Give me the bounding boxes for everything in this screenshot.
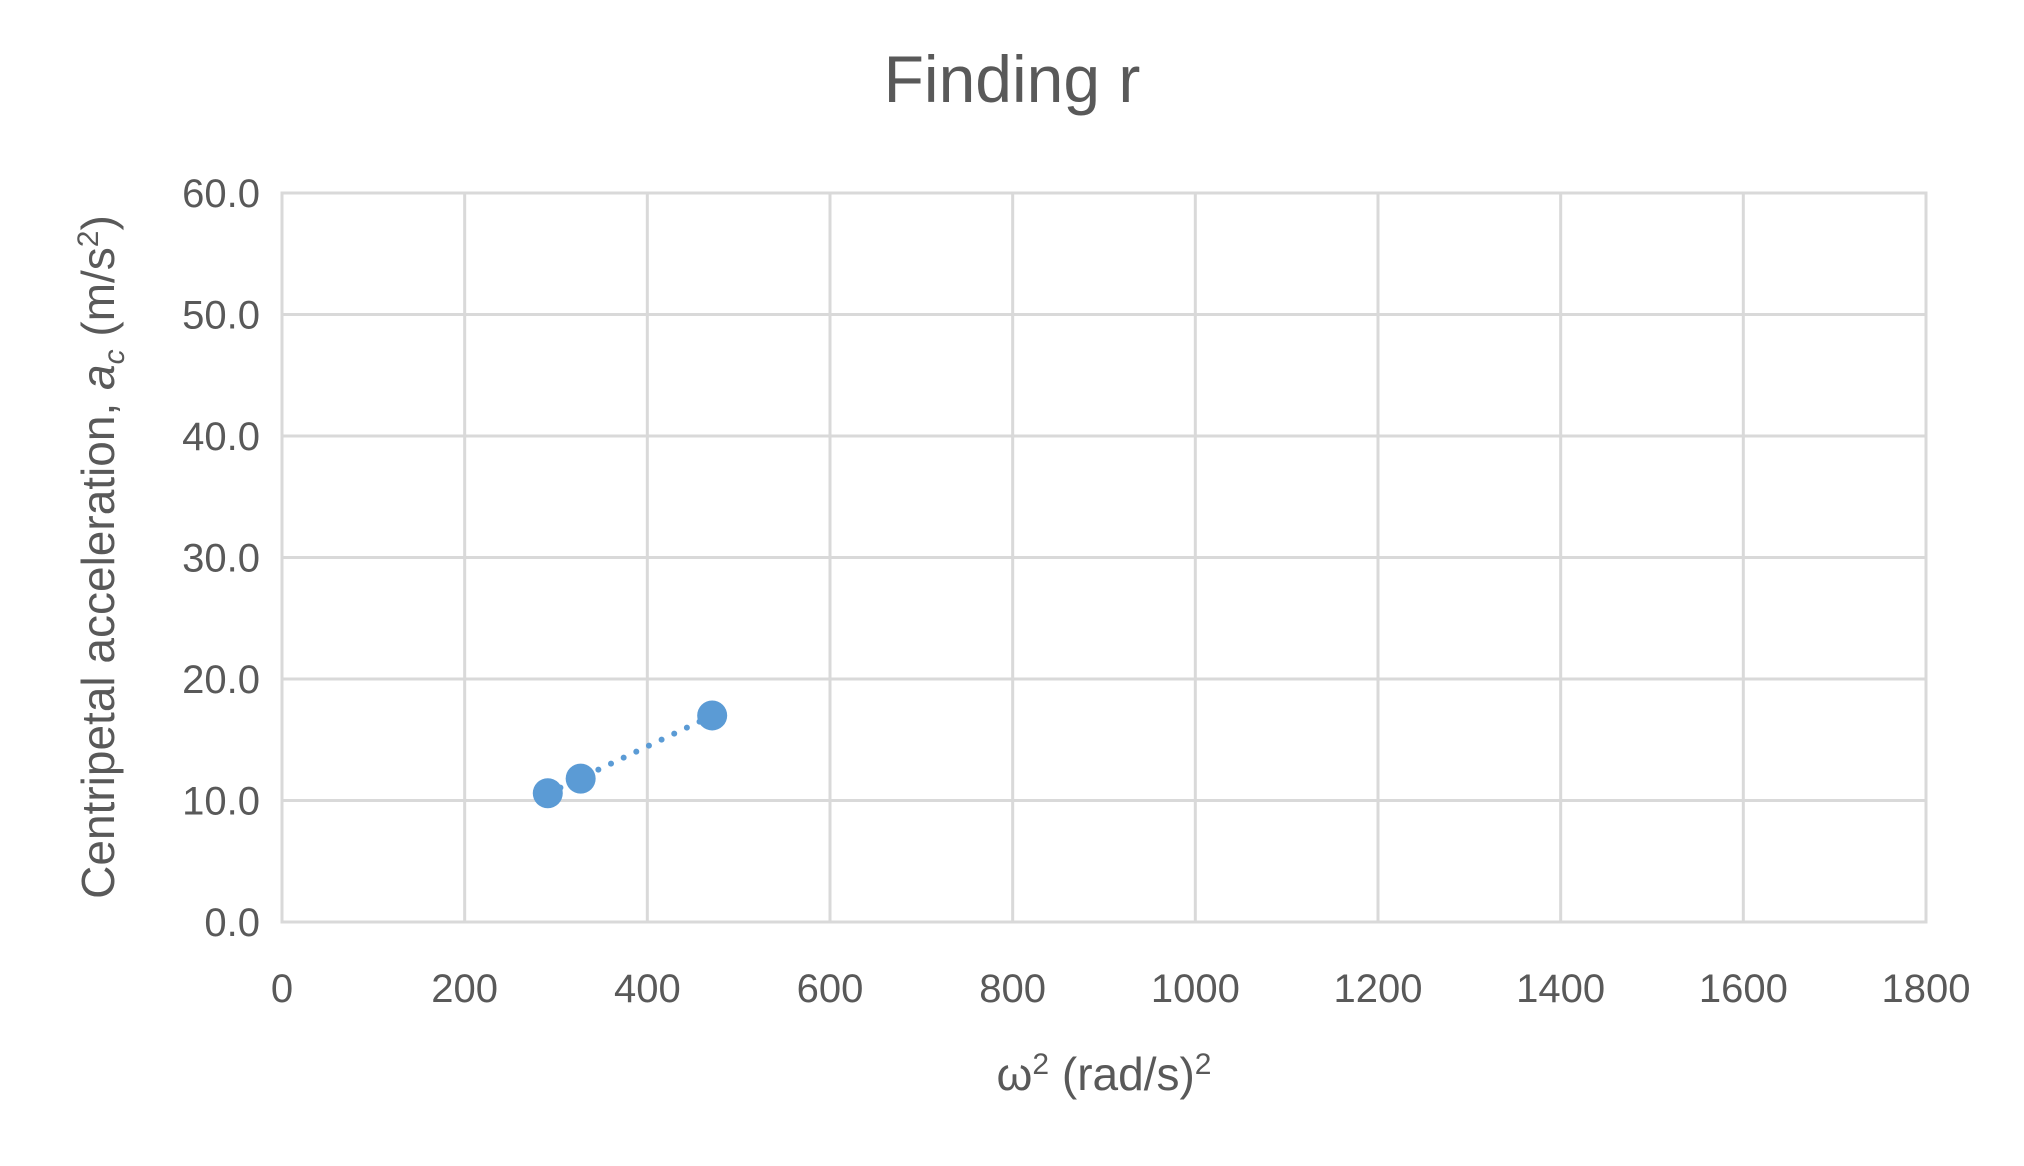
x-tick-label: 1000 — [1151, 967, 1240, 1011]
y-axis-label-close: ) — [72, 215, 124, 230]
y-tick-label: 40.0 — [182, 415, 260, 459]
y-axis-label-text: Centripetal acceleration, — [72, 390, 124, 899]
y-axis-label-var: a — [72, 364, 124, 390]
y-tick-label: 10.0 — [182, 780, 260, 824]
x-tick-label: 800 — [979, 967, 1046, 1011]
x-axis-label: ω2 (rad/s)2 — [997, 1048, 1212, 1100]
x-tick-labels: 0 200 400 600 800 1000 1200 1400 1600 1800 — [271, 967, 1971, 1011]
data-point — [565, 763, 596, 794]
y-tick-label: 60.0 — [182, 172, 260, 216]
x-tick-label: 1800 — [1882, 967, 1971, 1011]
x-tick-label: 1200 — [1334, 967, 1423, 1011]
data-point — [532, 778, 563, 809]
x-tick-label: 600 — [797, 967, 864, 1011]
y-axis-label-sub: c — [98, 349, 131, 364]
x-tick-label: 0 — [271, 967, 293, 1011]
x-tick-label: 200 — [431, 967, 498, 1011]
x-axis-label-mid: (rad/s) — [1049, 1048, 1195, 1100]
y-tick-label: 0.0 — [204, 901, 260, 945]
y-tick-labels: 0.0 10.0 20.0 30.0 40.0 50.0 60.0 — [182, 172, 260, 945]
chart-title: Finding r — [884, 42, 1141, 116]
gridlines — [280, 191, 1928, 924]
y-axis-label: Centripetal acceleration, ac (m/s2) — [72, 215, 131, 899]
x-tick-label: 400 — [614, 967, 681, 1011]
plot-frame — [280, 191, 1928, 924]
x-axis-label-sup2: 2 — [1195, 1048, 1212, 1081]
x-axis-label-text: ω — [997, 1048, 1033, 1100]
x-tick-label: 1400 — [1516, 967, 1605, 1011]
y-tick-label: 50.0 — [182, 294, 260, 338]
data-point — [697, 700, 728, 731]
y-tick-label: 30.0 — [182, 537, 260, 581]
x-tick-label: 1600 — [1699, 967, 1788, 1011]
data-points — [532, 700, 728, 809]
y-tick-label: 20.0 — [182, 658, 260, 702]
x-axis-label-sup1: 2 — [1032, 1048, 1049, 1081]
y-axis-label-sup: 2 — [72, 231, 105, 248]
y-axis-label-unit: (m/s — [72, 247, 124, 349]
